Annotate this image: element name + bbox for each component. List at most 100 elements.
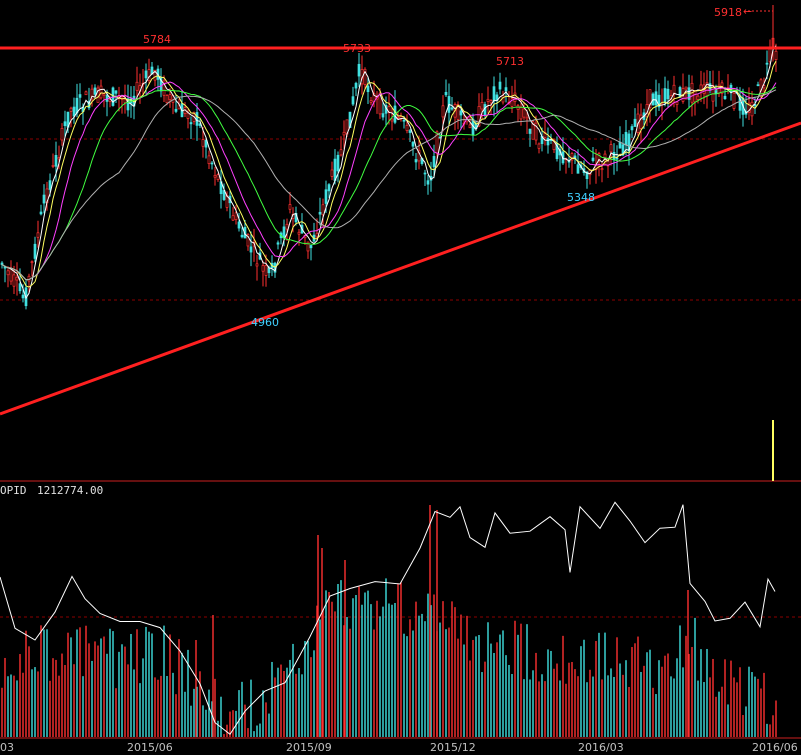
candle-body — [48, 180, 52, 190]
candle-body — [546, 137, 550, 146]
low-label-2: 5348 — [567, 191, 595, 204]
candle-body — [525, 116, 529, 120]
candle-body — [621, 144, 625, 156]
candle-body — [597, 153, 601, 162]
candle-body — [42, 194, 46, 204]
candle-body — [249, 246, 253, 253]
candle-body — [444, 91, 448, 96]
candle-body — [723, 95, 727, 100]
candle-body — [492, 86, 496, 102]
candle-body — [75, 97, 79, 114]
candle-body — [366, 85, 370, 93]
candle-body — [0, 262, 4, 265]
candle-body — [63, 121, 67, 127]
x-axis-label: 03 — [0, 741, 14, 754]
candle-body — [477, 106, 481, 127]
candle-body — [297, 231, 301, 235]
candle-body — [630, 126, 634, 131]
candle-body — [333, 158, 337, 181]
candle-body — [765, 62, 769, 65]
candle-body — [585, 171, 589, 180]
indicator-bars — [1, 505, 777, 737]
candle-body — [288, 204, 292, 210]
high-label-1: 5784 — [143, 33, 171, 46]
candle-body — [468, 124, 472, 129]
candle-body — [162, 80, 166, 96]
candle-body — [93, 87, 97, 95]
candle-body — [486, 98, 490, 102]
ma-line-short — [1, 45, 777, 300]
candle-body — [552, 138, 556, 150]
indicator-line — [0, 501, 776, 736]
candle-body — [354, 82, 358, 89]
candle-body — [480, 101, 484, 110]
candle-body — [105, 94, 109, 102]
candle-body — [714, 90, 718, 94]
candle-body — [639, 114, 643, 129]
candle-body — [327, 184, 331, 192]
candle-body — [144, 70, 148, 79]
candle-body — [69, 107, 73, 112]
candle-body — [126, 98, 130, 111]
candle-body — [432, 156, 436, 168]
candle-body — [276, 242, 280, 245]
candle-body — [513, 92, 517, 102]
candle-body — [576, 164, 580, 174]
candle-body — [750, 101, 754, 117]
candle-body — [591, 157, 595, 162]
candle-body — [234, 212, 238, 220]
candle-body — [18, 283, 22, 292]
candle-body — [237, 221, 241, 229]
candle-body — [6, 270, 10, 276]
candle-body — [747, 102, 751, 113]
candle-body — [666, 88, 670, 100]
peak-label: 5918 — [714, 6, 742, 19]
candle-body — [570, 153, 574, 161]
candle-body — [756, 84, 760, 87]
opid-line — [0, 501, 776, 736]
candle-body — [189, 122, 193, 125]
candle-body — [381, 113, 385, 118]
candle-body — [165, 95, 169, 104]
candle-body — [498, 81, 502, 90]
candle-body — [240, 234, 244, 238]
indicator-name: OPID — [0, 484, 27, 497]
candle-body — [648, 89, 652, 109]
candle-body — [210, 162, 214, 165]
candle-body — [318, 211, 322, 215]
candle-body — [510, 98, 514, 107]
low-label-1: 4960 — [251, 316, 279, 329]
candle-body — [684, 86, 688, 90]
candle-body — [201, 139, 205, 147]
candle-body — [678, 87, 682, 98]
candle-body — [537, 143, 541, 149]
candle-body — [153, 69, 157, 81]
candle-body — [663, 88, 667, 104]
candle-body — [627, 133, 631, 152]
candle-body — [351, 96, 355, 105]
support-trendline — [0, 121, 801, 416]
candle-body — [231, 215, 235, 221]
candle-body — [123, 98, 127, 104]
candle-body — [612, 151, 616, 161]
candle-body — [378, 92, 382, 115]
candle-body — [15, 276, 19, 281]
candle-body — [54, 154, 58, 167]
candle-body — [369, 100, 373, 103]
candle-body — [696, 95, 700, 100]
candle-body — [405, 124, 409, 131]
candle-body — [255, 263, 259, 267]
candle-body — [264, 265, 268, 276]
candle-body — [324, 189, 328, 204]
candle-body — [624, 131, 628, 146]
candle-body — [657, 94, 661, 108]
candle-body — [414, 159, 418, 163]
candle-body — [363, 68, 367, 85]
candle-body — [441, 105, 445, 118]
candlestick-series — [0, 26, 778, 310]
candle-body — [30, 261, 34, 264]
candle-body — [426, 180, 430, 185]
candle-body — [336, 154, 340, 172]
candle-body — [693, 90, 697, 103]
candle-body — [339, 149, 343, 156]
